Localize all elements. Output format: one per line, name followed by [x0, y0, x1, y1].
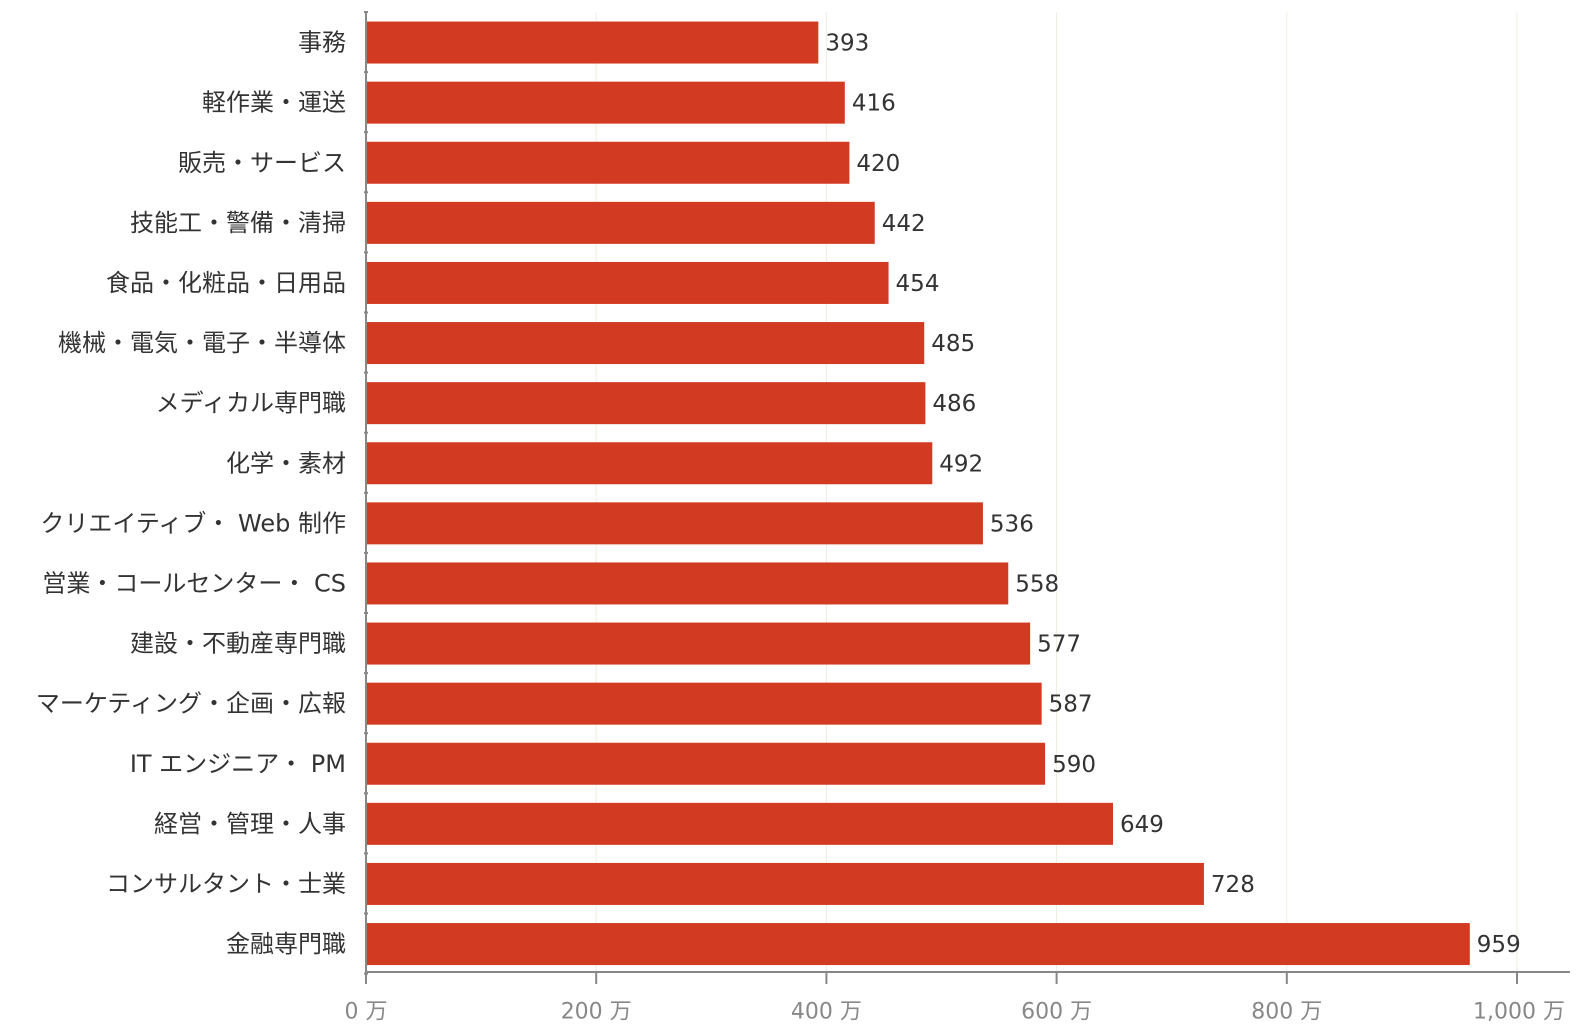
bar [366, 502, 983, 545]
bar [366, 141, 850, 184]
bar [366, 682, 1042, 725]
category-label: 化学・素材 [226, 449, 346, 477]
x-tick-label: 600 万 [1021, 1000, 1092, 1025]
bar [366, 81, 845, 124]
value-label: 485 [931, 331, 975, 357]
bar [366, 562, 1009, 605]
value-label: 649 [1120, 812, 1164, 838]
category-label: クリエイティブ・ Web 制作 [40, 509, 346, 537]
x-tick-label: 400 万 [791, 1000, 862, 1025]
value-label: 492 [939, 451, 983, 477]
bars [366, 21, 1470, 966]
bar [366, 382, 926, 425]
bar [366, 261, 889, 304]
axes [364, 11, 1570, 984]
value-label: 558 [1015, 571, 1059, 597]
category-label: 食品・化粧品・日用品 [106, 269, 346, 297]
bar [366, 622, 1031, 665]
bar [366, 201, 875, 244]
category-label: 金融専門職 [226, 930, 346, 958]
category-label: メディカル専門職 [156, 389, 346, 417]
labels: 事務 393 軽作業・運送 416 販売・サービス 420 技能工・警備・清掃 442 食品・化… [36, 29, 1565, 1025]
bar [366, 742, 1046, 785]
value-label: 728 [1211, 872, 1255, 898]
bar [366, 21, 819, 64]
category-label: 営業・コールセンター・ CS [42, 569, 346, 597]
value-label: 393 [825, 31, 869, 57]
category-label: 機械・電気・電子・半導体 [58, 329, 346, 357]
value-label: 577 [1037, 632, 1081, 658]
value-label: 590 [1052, 752, 1096, 778]
x-tick-label: 1,000 万 [1473, 1000, 1565, 1025]
category-label: 販売・サービス [178, 149, 346, 177]
value-label: 420 [856, 151, 900, 177]
x-tick-label: 200 万 [561, 1000, 632, 1025]
value-label: 536 [990, 511, 1034, 537]
category-label: IT エンジニア・ PM [130, 750, 346, 778]
category-label: 経営・管理・人事 [154, 810, 346, 838]
bar [366, 442, 933, 485]
value-label: 587 [1049, 692, 1093, 718]
category-label: 建設・不動産専門職 [130, 630, 346, 658]
category-label: コンサルタント・士業 [106, 870, 346, 898]
value-label: 959 [1477, 932, 1521, 958]
value-label: 416 [852, 91, 896, 117]
value-label: 454 [896, 271, 940, 297]
bar [366, 802, 1113, 845]
category-label: 技能工・警備・清掃 [130, 209, 346, 237]
bar [366, 923, 1470, 966]
category-label: マーケティング・企画・広報 [36, 690, 346, 718]
value-label: 442 [882, 211, 926, 237]
x-tick-label: 0 万 [345, 1000, 388, 1025]
bar [366, 322, 925, 365]
category-label: 事務 [298, 29, 346, 57]
bar [366, 862, 1204, 905]
value-label: 486 [932, 391, 976, 417]
x-tick-label: 800 万 [1251, 1000, 1322, 1025]
category-label: 軽作業・運送 [202, 89, 346, 117]
